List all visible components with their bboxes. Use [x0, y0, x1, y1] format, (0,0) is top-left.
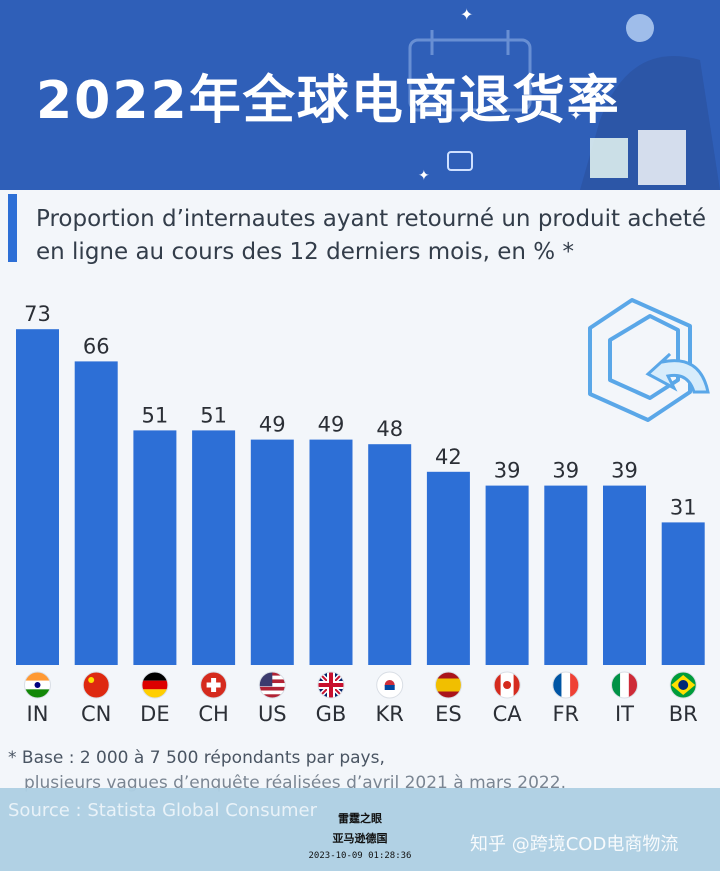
category-label-fr: FR	[552, 702, 579, 726]
value-label-in: 73	[24, 302, 51, 326]
uk-flag-icon	[317, 671, 345, 699]
value-label-cn: 66	[83, 334, 110, 358]
accent-bar	[8, 194, 17, 262]
value-label-es: 42	[435, 445, 462, 469]
banner-title: 2022年全球电商退货率	[36, 71, 621, 131]
bar-es	[426, 471, 470, 665]
canada-flag-icon	[493, 671, 521, 699]
brazil-flag-icon	[669, 671, 697, 699]
source-text: Source : Statista Global Consumer	[8, 800, 318, 821]
svg-text:✦: ✦	[418, 168, 430, 184]
zhihu-watermark: 知乎 @跨境COD电商物流	[470, 834, 679, 855]
category-label-es: ES	[435, 702, 462, 726]
shopping-illustration-icon: ✦ ✦ ✦	[408, 5, 720, 190]
china-flag-icon	[82, 671, 110, 699]
category-label-kr: KR	[376, 702, 404, 726]
category-label-cn: CN	[81, 702, 111, 726]
category-label-in: IN	[27, 702, 49, 726]
header-banner: ✦ ✦ ✦ 2022年全球电商退货率	[0, 0, 720, 190]
category-label-de: DE	[140, 702, 169, 726]
france-flag-icon	[552, 671, 580, 699]
spain-flag-icon	[434, 671, 462, 699]
watermark-title: 雷霆之眼	[338, 812, 382, 825]
bar-br	[661, 522, 705, 665]
return-box-icon	[588, 298, 710, 422]
value-label-kr: 48	[376, 417, 403, 441]
italy-flag-icon	[611, 671, 638, 699]
korea-flag-icon	[376, 671, 404, 699]
germany-flag-icon	[141, 671, 169, 699]
footer-bar	[0, 788, 720, 871]
category-label-ca: CA	[493, 702, 523, 726]
bar-ch	[192, 430, 236, 665]
svg-text:✦: ✦	[460, 5, 473, 24]
watermark-subtitle: 亚马逊德国	[332, 832, 388, 845]
bar-gb	[309, 439, 353, 665]
watermark-datetime: 2023-10-09 01:28:36	[308, 851, 412, 861]
category-label-gb: GB	[316, 702, 347, 726]
value-label-us: 49	[259, 413, 286, 437]
bar-cn	[74, 361, 118, 665]
value-label-ca: 39	[494, 459, 521, 483]
category-label-ch: CH	[198, 702, 228, 726]
value-label-gb: 49	[318, 413, 345, 437]
bar-ca	[485, 485, 529, 665]
category-label-it: IT	[615, 702, 634, 726]
category-label-us: US	[258, 702, 287, 726]
value-label-fr: 39	[552, 459, 579, 483]
bar-kr	[368, 444, 412, 665]
switzerland-flag-icon	[200, 671, 228, 699]
svg-text:✦: ✦	[570, 108, 582, 124]
value-label-ch: 51	[200, 403, 227, 427]
bar-us	[250, 439, 294, 665]
value-label-de: 51	[142, 403, 169, 427]
category-label-br: BR	[669, 702, 698, 726]
chart-subtitle: Proportion d’internautes ayant retourné …	[36, 206, 706, 265]
bar-it	[603, 485, 646, 665]
bar-fr	[544, 485, 588, 665]
india-flag-icon	[24, 671, 51, 699]
value-label-br: 31	[670, 495, 697, 519]
value-label-it: 39	[611, 459, 638, 483]
bar-in	[16, 329, 59, 665]
bar-de	[133, 430, 177, 665]
bar-chart: 73 IN 66 CN 51 DE 51 CH 49 US 49 GB 48 KR 42 ES 39 CA 39 FR…	[16, 302, 705, 726]
footnote-line-1: * Base : 2 000 à 7 500 répondants par pa…	[8, 748, 385, 768]
usa-flag-icon	[258, 671, 286, 699]
chart-card	[0, 190, 720, 790]
